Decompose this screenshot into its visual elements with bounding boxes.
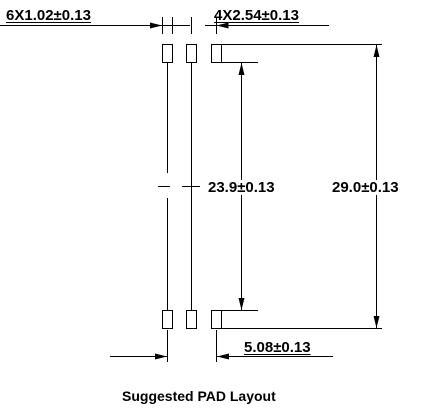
pad-length-arrow-right [217,353,229,360]
inner-span-arrow-bottom [238,298,245,310]
outer-span-arrow-bottom [373,316,380,328]
pad-width-arrow [150,22,162,29]
outer-span-arrow-top [373,45,380,57]
outer-span-label: 29.0±0.13 [331,179,400,196]
pad-length-arrow-left [155,353,167,360]
pad-pitch-arrow [216,22,229,29]
pad-top-1 [162,44,173,63]
inner-span-arrow-top [238,63,245,75]
pad-bottom-3 [211,310,222,329]
pad-length-label: 5.08±0.13 [244,339,311,356]
pad-width-label: 6X1.02±0.13 [6,7,91,24]
pad-top-3 [211,44,222,63]
pad-top-2 [186,44,197,63]
pad-pitch-label: 4X2.54±0.13 [214,7,299,24]
pad-bottom-1 [162,310,173,329]
inner-span-label: 23.9±0.13 [207,179,276,196]
diagram-caption: Suggested PAD Layout [122,388,276,404]
pad-bottom-2 [186,310,197,329]
